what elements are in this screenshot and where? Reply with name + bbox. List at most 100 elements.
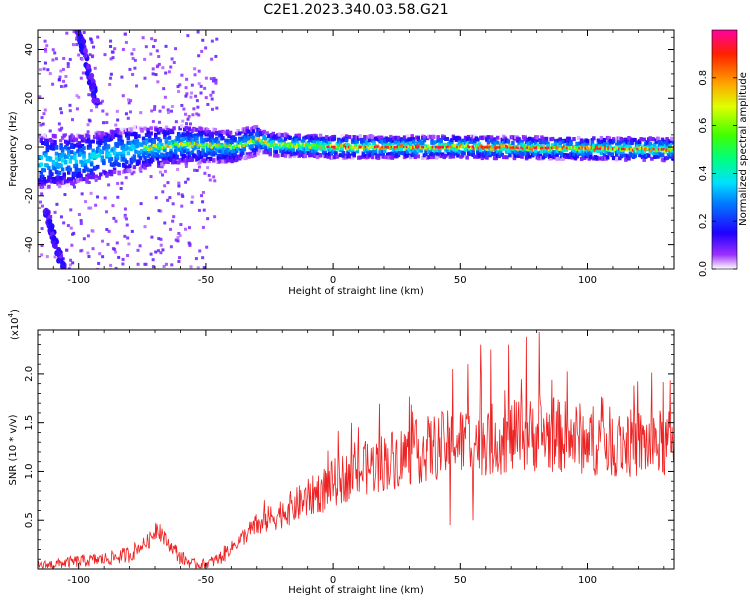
spectrogram-cell [130,172,134,176]
spectrogram-cell [182,107,186,111]
spectrogram-cell [214,78,218,82]
spectrogram-cell [460,153,465,158]
spectrogram-cell [151,119,155,123]
spectrogram-cell [427,155,431,160]
spectrogram-cell [151,265,155,269]
spectrogram-cell [668,139,672,144]
spectrogram-cell [373,148,378,153]
spectrogram-cell [91,229,95,233]
spectrogram-cell [131,56,135,60]
spectrogram-cell [155,127,160,132]
spectrogram-cell [151,67,155,71]
spectrogram-cell [624,147,627,151]
spectrogram-cell [399,147,404,152]
spectrogram-cell [79,173,83,178]
spectrogram-cell [53,255,57,259]
spectrogram-cell [68,167,73,172]
spectrogram-cell [639,137,643,142]
spectrogram-cell [309,146,313,150]
spectrogram-cell [115,156,120,161]
spectrogram-cell [382,149,387,154]
spectrogram-cell [480,146,484,149]
spectrogram-cell [341,144,345,148]
spectrogram-cell [44,49,48,53]
spectrogram-cell [75,107,79,111]
spectrogram-cell [486,140,491,145]
spectrogram-cell [195,142,198,146]
x-tick-label: 50 [454,275,467,286]
spectrogram-cell [51,176,56,181]
spectrogram-cell [116,118,120,122]
spectrogram-cell [460,145,464,149]
spectrogram-cell [350,155,355,160]
spectrogram-cell [168,196,172,200]
spectrogram-cell [221,159,225,164]
spectrogram-cell [206,166,210,170]
spectrogram-cell [579,138,584,143]
spectrogram-cell [185,122,189,126]
spectrogram-cell [93,66,97,70]
spectrogram-cell [166,159,170,164]
snr-scale-factor: (x104) [7,309,21,340]
spectrogram-cell [62,221,66,225]
spectrogram-cell [450,145,453,149]
spectrogram-cell [567,136,572,141]
spectrogram-cell [218,146,222,151]
spectrogram-cell [57,181,62,186]
spectrogram-cell [462,151,466,156]
spectrogram-cell [656,136,660,141]
spectrogram-cell [163,221,167,225]
spectrogram-cell [434,145,438,149]
spectrogram-cell [108,134,112,139]
spectrogram-cell [171,219,175,223]
spectrogram-cell [453,151,457,156]
spectrogram-cell [389,134,393,139]
spectrogram-cell [324,144,328,148]
spectrogram-cell [103,196,107,200]
spectrogram-cell [71,175,76,180]
spectrogram-cell [596,147,600,150]
spectrogram-cell [534,140,538,145]
spectrogram-cell [70,155,74,160]
spectrogram-cell [257,148,262,153]
spectrogram-cell [123,215,127,219]
spectrogram-cell [624,137,628,142]
spectrogram-cell [53,134,57,139]
spectrogram-cell [184,94,188,98]
spectrogram-cell [65,183,69,188]
spectrogram-cell [521,147,525,151]
spectrogram-cell [234,131,239,136]
spectrogram-cell [364,145,368,149]
spectrogram-cell [270,144,273,148]
spectrogram-cell [440,145,444,149]
spectrogram-cell [42,177,47,182]
spectrogram-cell [178,144,181,148]
spectrogram-cell [152,154,156,159]
spectrogram-cell [660,137,665,142]
spectrogram-cell [112,130,117,135]
spectrogram-cell [231,145,235,149]
spectrogram-cell [228,143,232,147]
spectrogram-cell [236,146,240,151]
spectrogram-cell [627,156,631,161]
spectrogram-cell [585,139,590,144]
spectrogram-cell [589,151,593,156]
spectrogram-cell [160,143,164,148]
spectrogram-cell [361,153,366,158]
spectrogram-cell [45,148,50,153]
y-tick-label: 0 [24,144,35,150]
spectrogram-cell [179,145,184,150]
spectrogram-cell [506,147,510,151]
spectrogram-cell [512,146,516,149]
spectrogram-cell [59,139,63,143]
spectrogram-cell [511,146,514,149]
spectrogram-cell [416,154,421,159]
spectrogram-cell [41,174,45,179]
spectrogram-cell [382,146,386,150]
spectrogram-cell [299,145,302,149]
spectrogram-cell [67,165,71,170]
spectrogram-cell [79,219,83,223]
spectrogram-cell [71,181,76,186]
spectrogram-cell [143,151,147,156]
spectrogram-cell [369,145,372,149]
